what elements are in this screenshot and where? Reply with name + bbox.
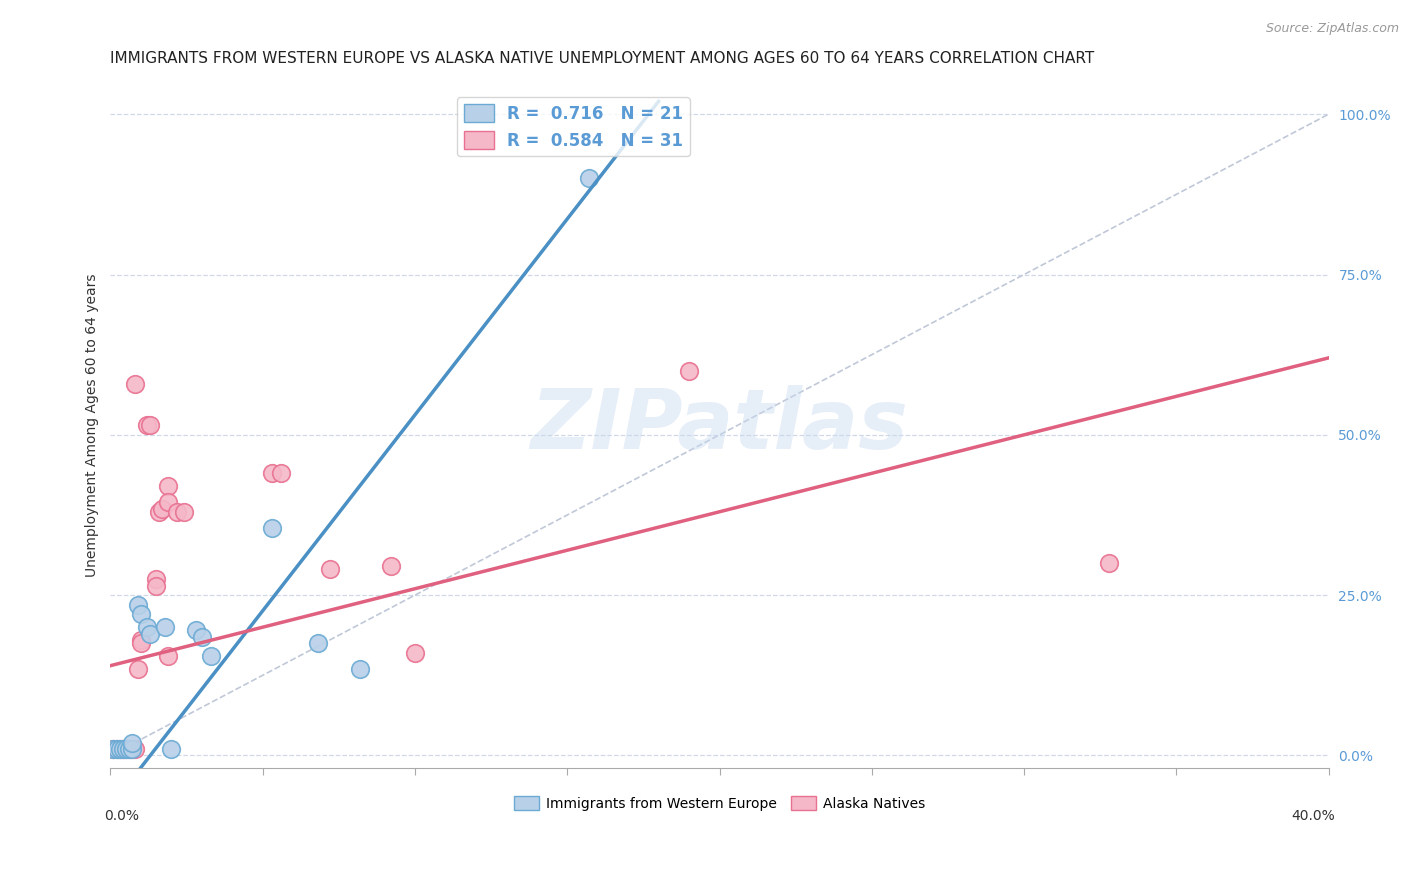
Point: [124, 742, 146, 756]
Point: [150, 501, 173, 516]
Point: [118, 742, 141, 756]
Point: [129, 607, 152, 622]
Legend: R =  0.716   N = 21, R =  0.584   N = 31: R = 0.716 N = 21, R = 0.584 N = 31: [457, 97, 690, 156]
Point: [103, 742, 125, 756]
Point: [136, 620, 159, 634]
Point: [111, 742, 134, 756]
Point: [139, 418, 162, 433]
Point: [129, 636, 152, 650]
Text: ZIPatlas: ZIPatlas: [530, 384, 908, 466]
Point: [108, 742, 131, 756]
Point: [127, 598, 149, 612]
Point: [380, 559, 402, 574]
Text: 40.0%: 40.0%: [1291, 809, 1334, 823]
Point: [145, 572, 167, 586]
Point: [121, 742, 143, 756]
Point: [349, 662, 371, 676]
Point: [191, 630, 214, 644]
Y-axis label: Unemployment Among Ages 60 to 64 years: Unemployment Among Ages 60 to 64 years: [86, 274, 100, 577]
Point: [184, 624, 207, 638]
Point: [136, 418, 159, 433]
Point: [155, 620, 177, 634]
Point: [157, 495, 180, 509]
Point: [1098, 556, 1121, 570]
Point: [114, 742, 136, 756]
Point: [105, 742, 128, 756]
Point: [318, 562, 340, 576]
Point: [160, 742, 183, 756]
Point: [105, 742, 128, 756]
Point: [166, 505, 188, 519]
Point: [157, 479, 180, 493]
Point: [307, 636, 329, 650]
Point: [578, 171, 600, 186]
Point: [108, 742, 131, 756]
Point: [114, 742, 136, 756]
Point: [148, 505, 170, 519]
Point: [111, 742, 134, 756]
Point: [260, 521, 283, 535]
Point: [157, 648, 180, 663]
Point: [121, 736, 143, 750]
Point: [145, 578, 167, 592]
Point: [121, 742, 143, 756]
Point: [124, 376, 146, 391]
Point: [404, 646, 426, 660]
Point: [127, 662, 149, 676]
Point: [118, 742, 141, 756]
Point: [270, 467, 292, 481]
Point: [139, 626, 162, 640]
Point: [103, 742, 125, 756]
Text: IMMIGRANTS FROM WESTERN EUROPE VS ALASKA NATIVE UNEMPLOYMENT AMONG AGES 60 TO 64: IMMIGRANTS FROM WESTERN EUROPE VS ALASKA…: [111, 51, 1095, 66]
Text: 0.0%: 0.0%: [104, 809, 139, 823]
Point: [200, 648, 222, 663]
Point: [173, 505, 195, 519]
Point: [260, 467, 283, 481]
Point: [129, 633, 152, 648]
Text: Source: ZipAtlas.com: Source: ZipAtlas.com: [1265, 22, 1399, 36]
Point: [678, 364, 700, 378]
